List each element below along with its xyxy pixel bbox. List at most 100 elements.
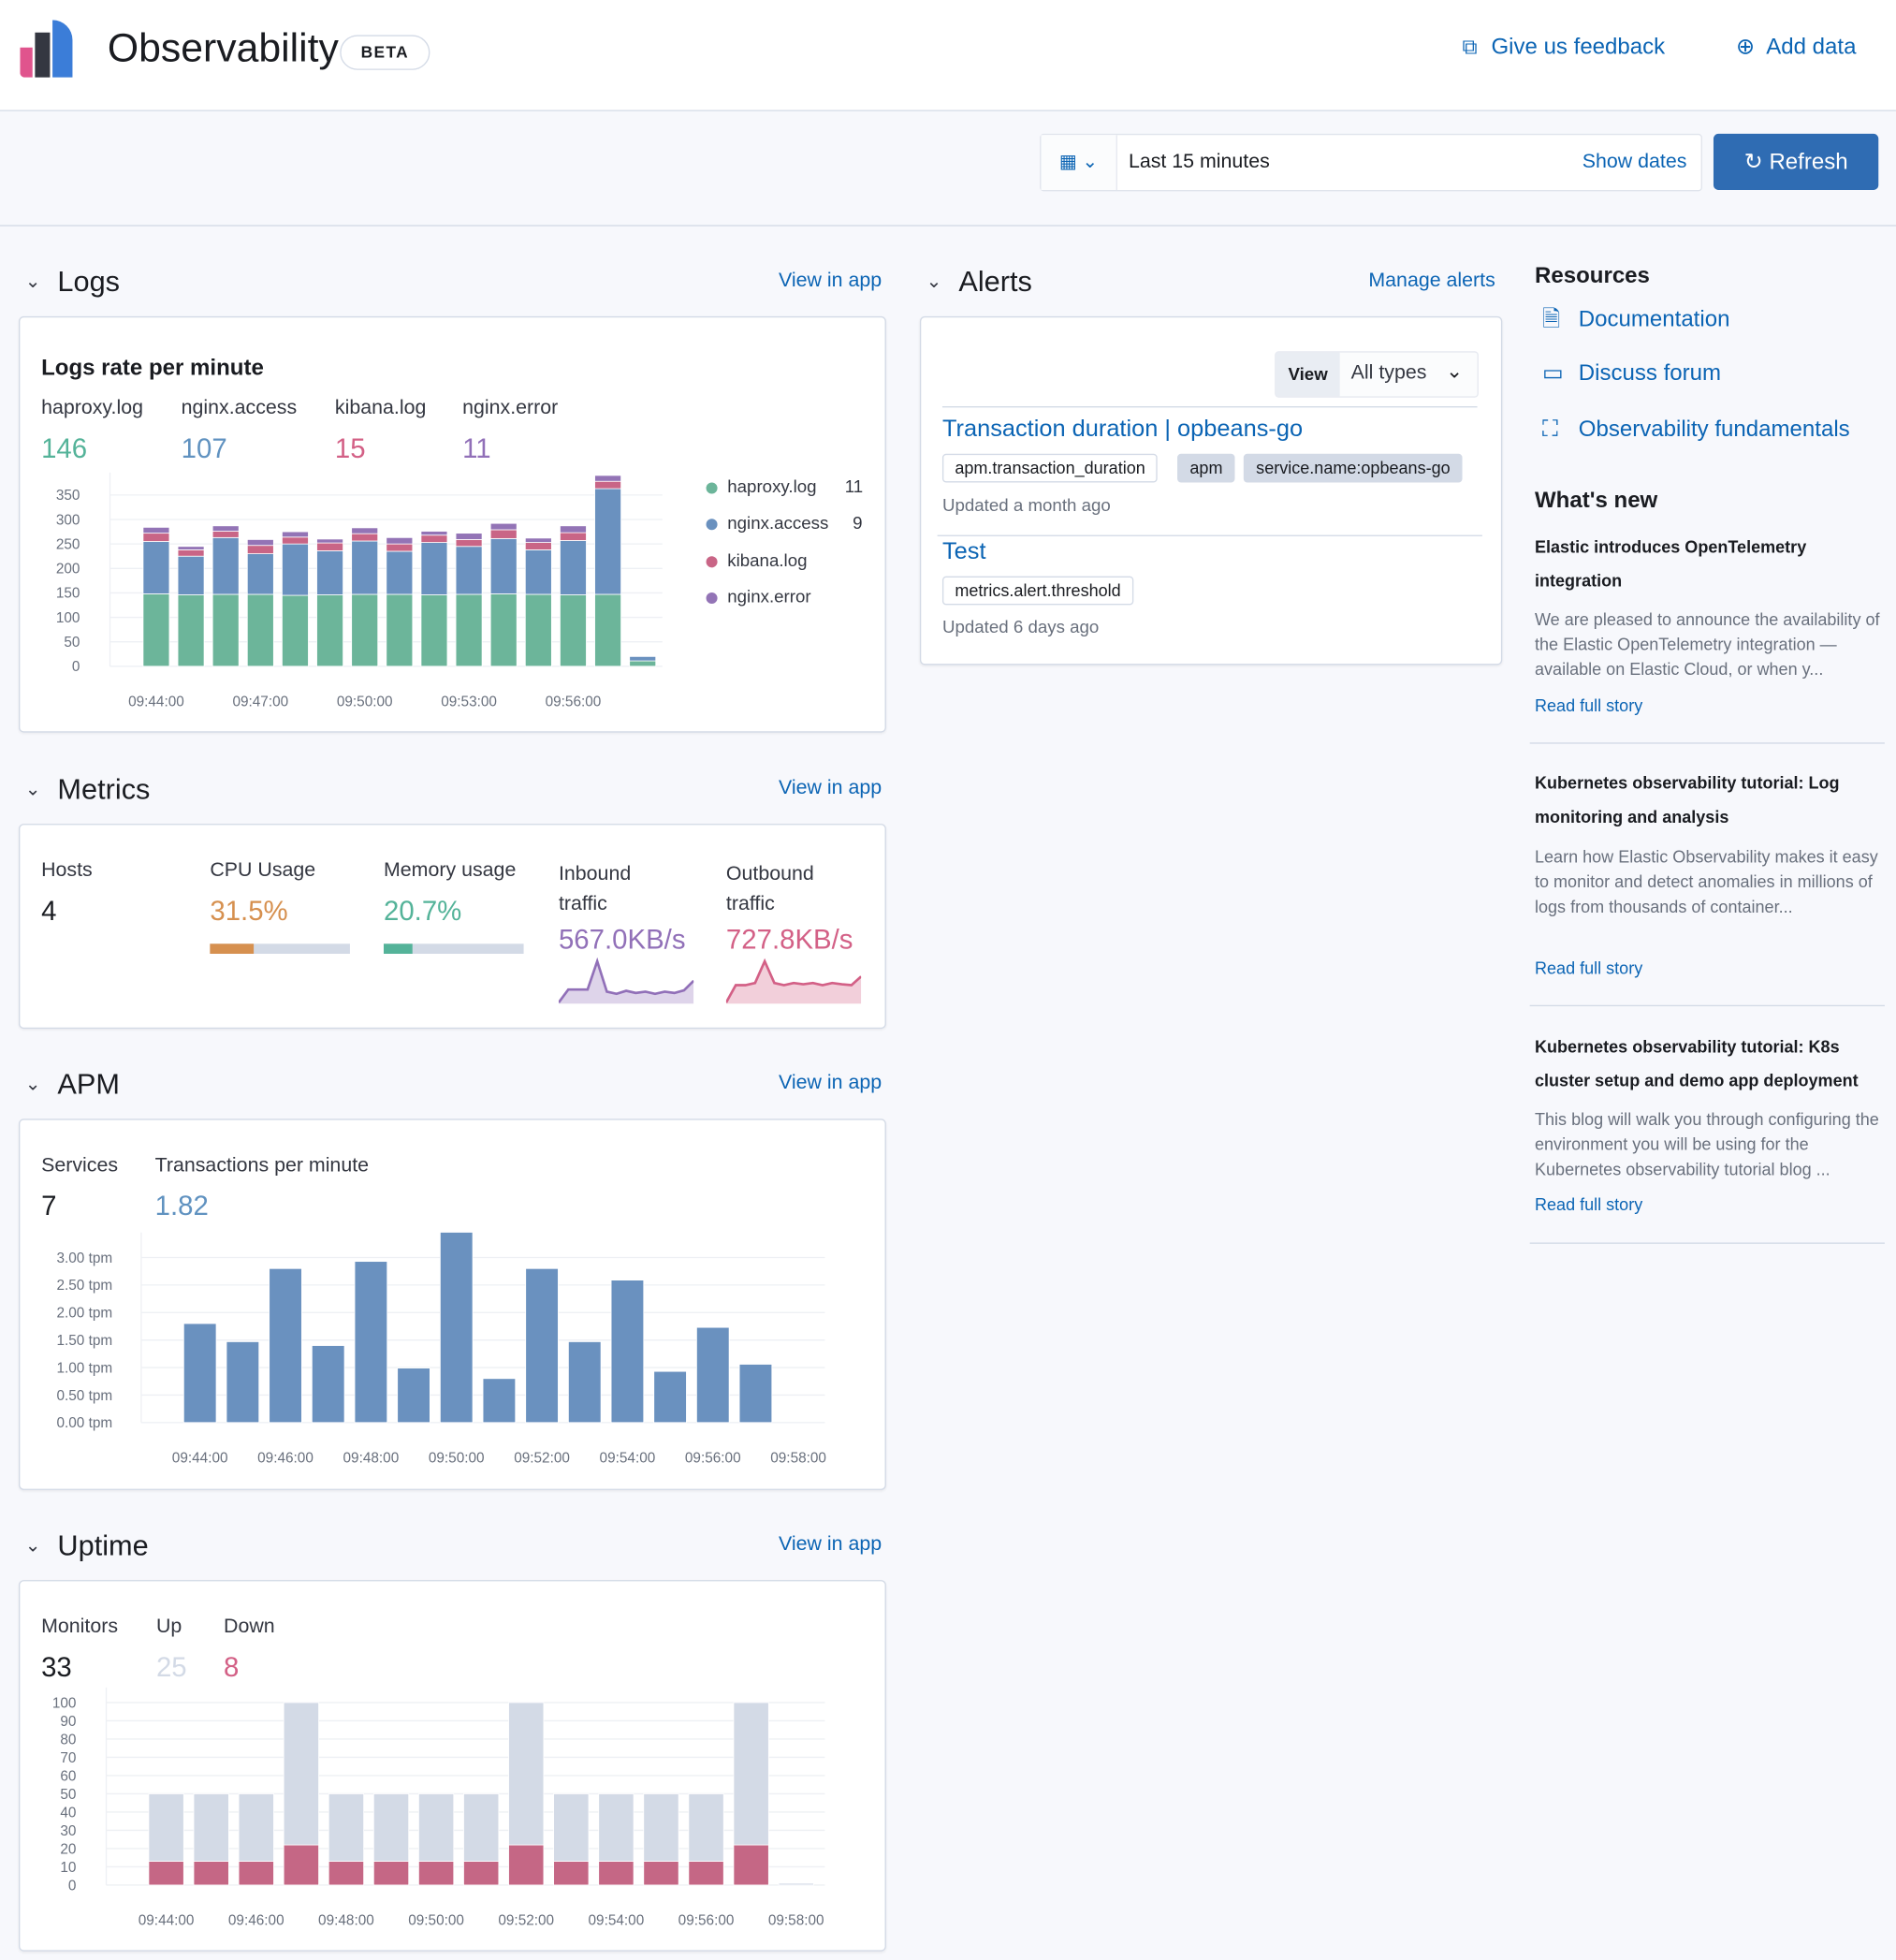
bar-segment: [420, 542, 448, 595]
toolbar: ▦ ⌄ Last 15 minutes Show dates ↻ Refresh: [0, 110, 1896, 227]
y-tick-label: 0: [68, 1878, 77, 1894]
read-full-story-link[interactable]: Read full story: [1534, 958, 1643, 978]
manage-alerts-link[interactable]: Manage alerts: [1368, 270, 1495, 292]
news-title: Kubernetes observability tutorial: K8s c…: [1534, 1037, 1859, 1090]
plus-circle-icon: ⊕: [1736, 34, 1756, 59]
bar-segment: [524, 537, 552, 543]
bar-segment: [246, 539, 274, 547]
bar-segment: [246, 545, 274, 554]
bar-segment: [282, 531, 309, 538]
bar-segment: [351, 527, 379, 534]
bar-segment: [282, 594, 309, 667]
x-tick-label: 09:50:00: [408, 1913, 464, 1929]
bar-segment: [269, 1267, 302, 1424]
read-full-story-link[interactable]: Read full story: [1534, 695, 1643, 715]
discuss-forum-link[interactable]: ▭ Discuss forum: [1542, 360, 1721, 387]
bar-segment: [193, 1861, 229, 1886]
show-dates-link[interactable]: Show dates: [1582, 151, 1687, 173]
x-tick-label: 09:58:00: [768, 1913, 824, 1929]
bar-segment: [246, 553, 274, 595]
quick-menu-button[interactable]: ▦ ⌄: [1041, 135, 1117, 190]
legend-item[interactable]: nginx.error: [727, 586, 811, 607]
alert-link[interactable]: Test: [941, 538, 986, 565]
y-tick-label: 150: [56, 586, 80, 602]
logs-rate-chart: 0 50 100 150 200 250 300 350 09:44:00 09:47:00 09:…: [56, 472, 663, 710]
bar-segment: [211, 525, 240, 532]
bar-segment: [560, 525, 587, 534]
alert-type-filter[interactable]: View All types ⌄: [1275, 351, 1479, 398]
refresh-button[interactable]: ↻ Refresh: [1713, 133, 1879, 190]
add-data-link[interactable]: ⊕ Add data: [1736, 34, 1856, 60]
link-label: Discuss forum: [1578, 359, 1722, 386]
bar-segment: [182, 1323, 217, 1424]
apm-view-in-app-link[interactable]: View in app: [779, 1072, 882, 1094]
legend-item[interactable]: nginx.access: [727, 512, 829, 534]
bar-segment: [733, 1844, 769, 1886]
logs-stat-value: 146: [41, 432, 88, 464]
resources-title: Resources: [1534, 262, 1650, 288]
legend-item[interactable]: haproxy.log: [727, 475, 817, 497]
filter-value: All types: [1350, 362, 1427, 384]
logs-view-in-app-link[interactable]: View in app: [779, 270, 882, 292]
bar-segment: [177, 555, 205, 595]
y-tick-label: 250: [56, 536, 80, 552]
metrics-view-in-app-link[interactable]: View in app: [779, 777, 882, 799]
apm-collapse-toggle[interactable]: ⌄: [24, 1074, 41, 1095]
logs-collapse-toggle[interactable]: ⌄: [24, 271, 41, 293]
date-range-value[interactable]: Last 15 minutes: [1128, 151, 1270, 173]
y-tick-label: 3.00 tpm: [56, 1251, 112, 1266]
documentation-link[interactable]: 🗎 Documentation: [1542, 304, 1729, 342]
bar-segment: [553, 1793, 590, 1862]
down-value: 8: [224, 1651, 240, 1683]
bar-segment: [354, 1261, 388, 1424]
x-tick-label: 09:48:00: [343, 1451, 400, 1467]
bar-segment: [177, 546, 205, 550]
read-full-story-link[interactable]: Read full story: [1534, 1194, 1643, 1214]
x-tick-label: 09:58:00: [770, 1451, 826, 1467]
bar-segment: [696, 1326, 730, 1424]
monitors-value: 33: [41, 1651, 72, 1683]
bar-segment: [283, 1702, 319, 1846]
bar-segment: [420, 594, 448, 667]
bar-segment: [386, 543, 414, 552]
metrics-collapse-toggle[interactable]: ⌄: [24, 779, 41, 800]
up-value: 25: [155, 1651, 187, 1683]
uptime-view-in-app-link[interactable]: View in app: [779, 1533, 882, 1556]
observability-fundamentals-link[interactable]: ⛶ Observability fundamentals: [1542, 417, 1850, 443]
chevron-down-icon: ⌄: [1446, 360, 1464, 383]
give-feedback-link[interactable]: ⧉ Give us feedback: [1463, 34, 1666, 60]
tpm-value: 1.82: [154, 1190, 209, 1221]
bar-segment: [463, 1861, 500, 1886]
bar-segment: [386, 536, 414, 545]
bar-segment: [594, 475, 622, 482]
legend-value: 9: [853, 512, 863, 534]
bar-segment: [211, 593, 240, 667]
bar-segment: [778, 1882, 814, 1886]
date-picker: ▦ ⌄ Last 15 minutes Show dates: [1040, 133, 1702, 192]
bar-segment: [688, 1861, 724, 1886]
alerts-section-title: Alerts: [958, 265, 1032, 298]
bar-segment: [643, 1793, 679, 1862]
bar-segment: [420, 531, 448, 536]
y-tick-label: 20: [60, 1841, 76, 1857]
bar-segment: [629, 660, 657, 667]
memory-value: 20.7%: [383, 895, 462, 927]
y-tick-label: 10: [60, 1860, 76, 1876]
alerts-collapse-toggle[interactable]: ⌄: [926, 271, 942, 293]
y-tick-label: 0.00 tpm: [56, 1415, 112, 1431]
metrics-panel: [19, 824, 886, 1030]
cpu-progress-bar: [210, 943, 350, 954]
bar-segment: [560, 532, 587, 541]
logs-section-title: Logs: [57, 265, 121, 298]
uptime-collapse-toggle[interactable]: ⌄: [24, 1534, 41, 1557]
legend-swatch: [706, 482, 718, 494]
logs-stat-value: 107: [181, 432, 227, 464]
bar-segment: [193, 1793, 229, 1862]
bar-segment: [567, 1341, 602, 1424]
bar-segment: [142, 593, 170, 667]
bar-segment: [508, 1702, 545, 1846]
bar-segment: [142, 533, 170, 542]
alert-link[interactable]: Transaction duration | opbeans-go: [941, 416, 1304, 443]
bar-segment: [328, 1861, 365, 1886]
legend-item[interactable]: kibana.log: [727, 549, 808, 570]
